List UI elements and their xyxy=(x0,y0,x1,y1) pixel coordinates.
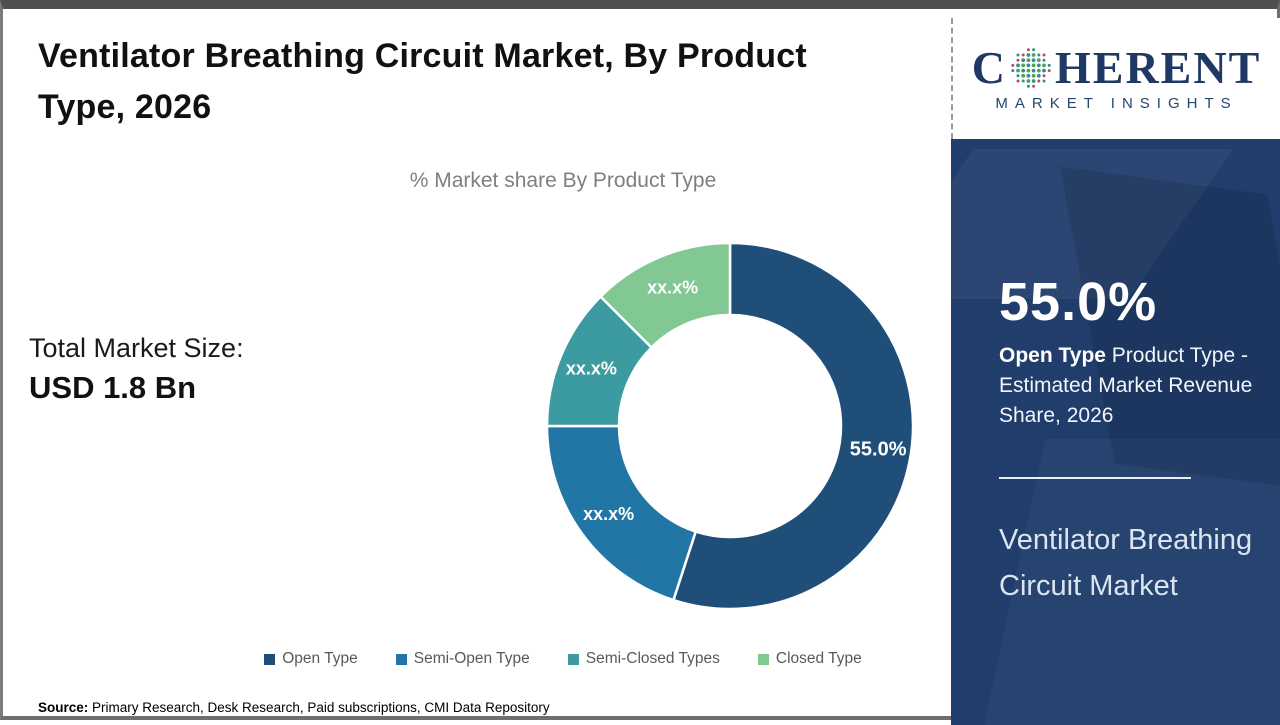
sidebar-divider xyxy=(999,477,1191,479)
logo-letter-c: C xyxy=(971,42,1007,93)
donut-slice-label: xx.x% xyxy=(566,359,617,379)
donut-slice-open-type xyxy=(671,241,915,611)
coherent-logo: C HERENT xyxy=(972,45,1262,91)
donut-slice-label: xx.x% xyxy=(583,504,634,524)
total-market-size: Total Market Size: USD 1.8 Bn xyxy=(29,333,244,406)
donut-slice-closed-type xyxy=(598,241,732,350)
chart-subtitle: % Market share By Product Type xyxy=(409,169,717,192)
source-line: Source: Primary Research, Desk Research,… xyxy=(38,700,550,715)
donut-slice-semi-open-type xyxy=(545,424,698,602)
legend-swatch xyxy=(264,653,276,665)
legend-label: Open Type xyxy=(282,650,358,667)
sidebar-stat-description: Open Type Product Type - Estimated Marke… xyxy=(999,341,1261,431)
source-label: Source: xyxy=(38,700,89,715)
main-panel: Ventilator Breathing Circuit Market, By … xyxy=(3,9,948,716)
legend-item-closed-type: Closed Type xyxy=(757,650,862,668)
legend-item-open-type: Open Type xyxy=(264,650,358,668)
donut-chart-svg: 55.0% xx.x% xx.x% xx.x% xyxy=(545,241,915,611)
total-market-size-value: USD 1.8 Bn xyxy=(29,370,197,405)
chart-column: % Market share By Product Type 55.0% xx.x… xyxy=(171,9,955,716)
sidebar-stat-value: 55.0% xyxy=(999,272,1158,332)
legend-label: Semi-Closed Types xyxy=(585,650,720,667)
page-title: Ventilator Breathing Circuit Market, By … xyxy=(38,37,807,126)
donut-chart: 55.0% xx.x% xx.x% xx.x% xyxy=(538,234,922,618)
sidebar-market-name: Ventilator Breathing Circuit Market xyxy=(999,524,1253,602)
total-market-size-label: Total Market Size: xyxy=(29,333,244,363)
donut-slice-label: 55.0% xyxy=(850,438,907,460)
legend-item-semi-closed-types: Semi-Closed Types xyxy=(567,650,720,668)
logo-box: C HERENT MARKET INSIGHTS xyxy=(951,18,1280,139)
sidebar-stat-segment: Open Type xyxy=(999,344,1106,367)
legend-swatch xyxy=(395,653,407,665)
sidebar-content: 55.0% Open Type Product Type - Estimated… xyxy=(999,139,1261,609)
legend-label: Semi-Open Type xyxy=(413,650,530,667)
chart-legend: Open Type Semi-Open Type Semi-Closed Types… xyxy=(171,650,955,668)
donut-slice-label: xx.x% xyxy=(647,277,698,297)
legend-item-semi-open-type: Semi-Open Type xyxy=(395,650,530,668)
legend-swatch xyxy=(757,653,769,665)
logo-tagline: MARKET INSIGHTS xyxy=(995,95,1238,112)
globe-dots-icon xyxy=(1011,48,1051,88)
source-text: Primary Research, Desk Research, Paid su… xyxy=(88,700,550,715)
sidebar: 55.0% Open Type Product Type - Estimated… xyxy=(951,139,1280,725)
logo-letters-rest: HERENT xyxy=(1054,42,1262,93)
legend-label: Closed Type xyxy=(775,650,862,667)
sidebar-stat-rest: Product Type - Estimated Market Revenue … xyxy=(999,344,1253,427)
legend-swatch xyxy=(567,653,579,665)
